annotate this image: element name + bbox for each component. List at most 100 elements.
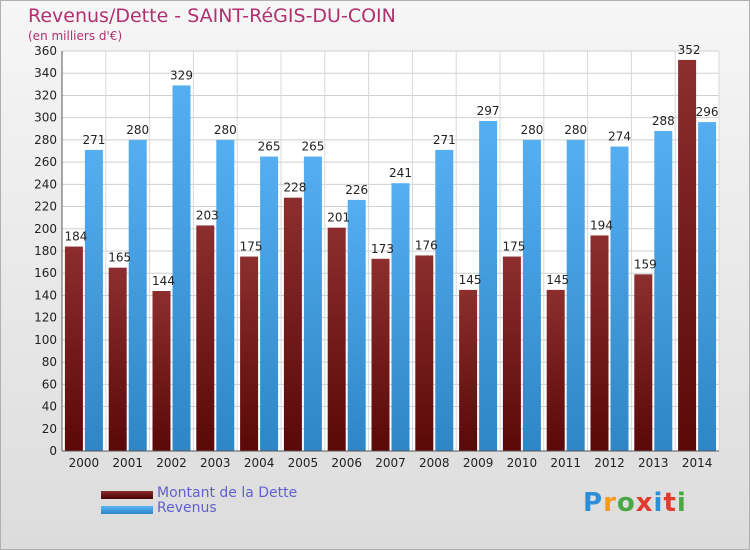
legend-swatch-revenus bbox=[101, 506, 153, 514]
y-tick-label: 140 bbox=[34, 288, 57, 302]
x-tick-label: 2009 bbox=[463, 456, 494, 470]
data-label-dette: 203 bbox=[196, 208, 219, 222]
bar-dette bbox=[459, 289, 478, 451]
data-label-dette: 194 bbox=[590, 218, 613, 232]
y-tick-label: 40 bbox=[42, 400, 57, 414]
bar-revenus bbox=[303, 156, 322, 452]
bar-revenus bbox=[347, 199, 366, 451]
x-tick-label: 2013 bbox=[638, 456, 669, 470]
data-label-revenus: 296 bbox=[696, 105, 719, 119]
y-tick-label: 160 bbox=[34, 266, 57, 280]
legend-label-dette: Montant de la Dette bbox=[157, 485, 298, 501]
x-tick-label: 2001 bbox=[112, 456, 143, 470]
bar-dette bbox=[108, 267, 127, 451]
y-tick-label: 200 bbox=[34, 222, 57, 236]
y-tick-label: 120 bbox=[34, 311, 57, 325]
data-label-dette: 352 bbox=[678, 43, 701, 57]
y-tick-label: 80 bbox=[42, 355, 57, 369]
data-label-dette: 175 bbox=[240, 240, 263, 254]
x-tick-label: 2002 bbox=[156, 456, 187, 470]
data-label-revenus: 241 bbox=[389, 166, 412, 180]
bar-revenus bbox=[172, 85, 191, 451]
data-label-revenus: 280 bbox=[520, 123, 543, 137]
logo-letter: i bbox=[676, 488, 687, 518]
bar-dette bbox=[327, 227, 346, 451]
y-tick-label: 300 bbox=[34, 111, 57, 125]
bar-dette bbox=[152, 291, 171, 451]
data-label-revenus: 288 bbox=[652, 114, 675, 128]
bar-revenus bbox=[216, 139, 235, 451]
legend-label-revenus: Revenus bbox=[157, 500, 217, 516]
data-label-revenus: 271 bbox=[433, 133, 456, 147]
bar-dette bbox=[678, 59, 697, 452]
data-label-dette: 175 bbox=[502, 240, 525, 254]
logo-letter: o bbox=[616, 488, 636, 518]
x-tick-label: 2003 bbox=[200, 456, 231, 470]
y-tick-label: 320 bbox=[34, 88, 57, 102]
y-tick-label: 60 bbox=[42, 377, 57, 391]
bar-dette bbox=[371, 258, 390, 451]
data-label-revenus: 265 bbox=[258, 140, 281, 154]
bar-revenus bbox=[435, 149, 454, 451]
bar-revenus bbox=[128, 139, 147, 451]
y-tick-label: 240 bbox=[34, 177, 57, 191]
y-tick-label: 180 bbox=[34, 244, 57, 258]
bar-revenus bbox=[479, 121, 498, 451]
data-label-revenus: 265 bbox=[301, 140, 324, 154]
x-tick-label: 2012 bbox=[594, 456, 625, 470]
data-label-revenus: 297 bbox=[477, 104, 500, 118]
data-label-dette: 228 bbox=[283, 181, 306, 195]
bar-revenus bbox=[654, 131, 673, 451]
data-label-revenus: 280 bbox=[126, 123, 149, 137]
bar-revenus bbox=[84, 149, 103, 451]
chart-subtitle: (en milliers d'€) bbox=[28, 29, 123, 43]
data-label-dette: 201 bbox=[327, 211, 350, 225]
x-tick-label: 2014 bbox=[682, 456, 713, 470]
x-tick-label: 2010 bbox=[507, 456, 538, 470]
data-label-dette: 176 bbox=[415, 238, 438, 252]
y-tick-label: 280 bbox=[34, 133, 57, 147]
chart-title: Revenus/Dette - SAINT-RéGIS-DU-COIN bbox=[28, 5, 396, 27]
bar-revenus bbox=[698, 122, 717, 451]
data-label-dette: 145 bbox=[459, 273, 482, 287]
x-tick-label: 2005 bbox=[288, 456, 319, 470]
proxiti-logo: Proxiti bbox=[583, 488, 687, 518]
bar-dette bbox=[415, 255, 434, 451]
data-label-revenus: 226 bbox=[345, 183, 368, 197]
data-label-revenus: 271 bbox=[82, 133, 105, 147]
logo-letter: x bbox=[635, 488, 654, 518]
logo-letter: i bbox=[653, 488, 664, 518]
bar-revenus bbox=[610, 146, 629, 452]
bar-dette bbox=[240, 256, 259, 451]
bar-dette bbox=[64, 246, 83, 451]
bar-dette bbox=[283, 197, 302, 451]
bar-dette bbox=[546, 289, 565, 451]
legend-swatch-dette bbox=[101, 491, 153, 499]
bar-dette bbox=[502, 256, 521, 451]
bar-revenus bbox=[260, 156, 279, 452]
bar-dette bbox=[590, 235, 609, 451]
y-tick-label: 260 bbox=[34, 155, 57, 169]
bar-dette bbox=[634, 274, 653, 451]
data-label-dette: 184 bbox=[64, 230, 87, 244]
data-label-revenus: 274 bbox=[608, 130, 631, 144]
data-label-dette: 145 bbox=[546, 273, 569, 287]
y-tick-label: 360 bbox=[34, 44, 57, 58]
bar-revenus bbox=[566, 139, 585, 451]
bar-revenus bbox=[522, 139, 541, 451]
y-tick-label: 20 bbox=[42, 422, 57, 436]
data-label-dette: 159 bbox=[634, 257, 657, 271]
x-tick-label: 2008 bbox=[419, 456, 450, 470]
x-tick-label: 2000 bbox=[69, 456, 100, 470]
x-tick-label: 2006 bbox=[331, 456, 362, 470]
data-label-revenus: 329 bbox=[170, 68, 193, 82]
bar-revenus bbox=[391, 183, 410, 451]
x-tick-label: 2011 bbox=[550, 456, 581, 470]
data-label-dette: 165 bbox=[108, 251, 131, 265]
y-tick-label: 0 bbox=[49, 444, 57, 458]
y-tick-label: 100 bbox=[34, 333, 57, 347]
logo-letter: r bbox=[603, 488, 617, 518]
logo-letter: P bbox=[583, 488, 604, 518]
data-label-dette: 144 bbox=[152, 274, 175, 288]
